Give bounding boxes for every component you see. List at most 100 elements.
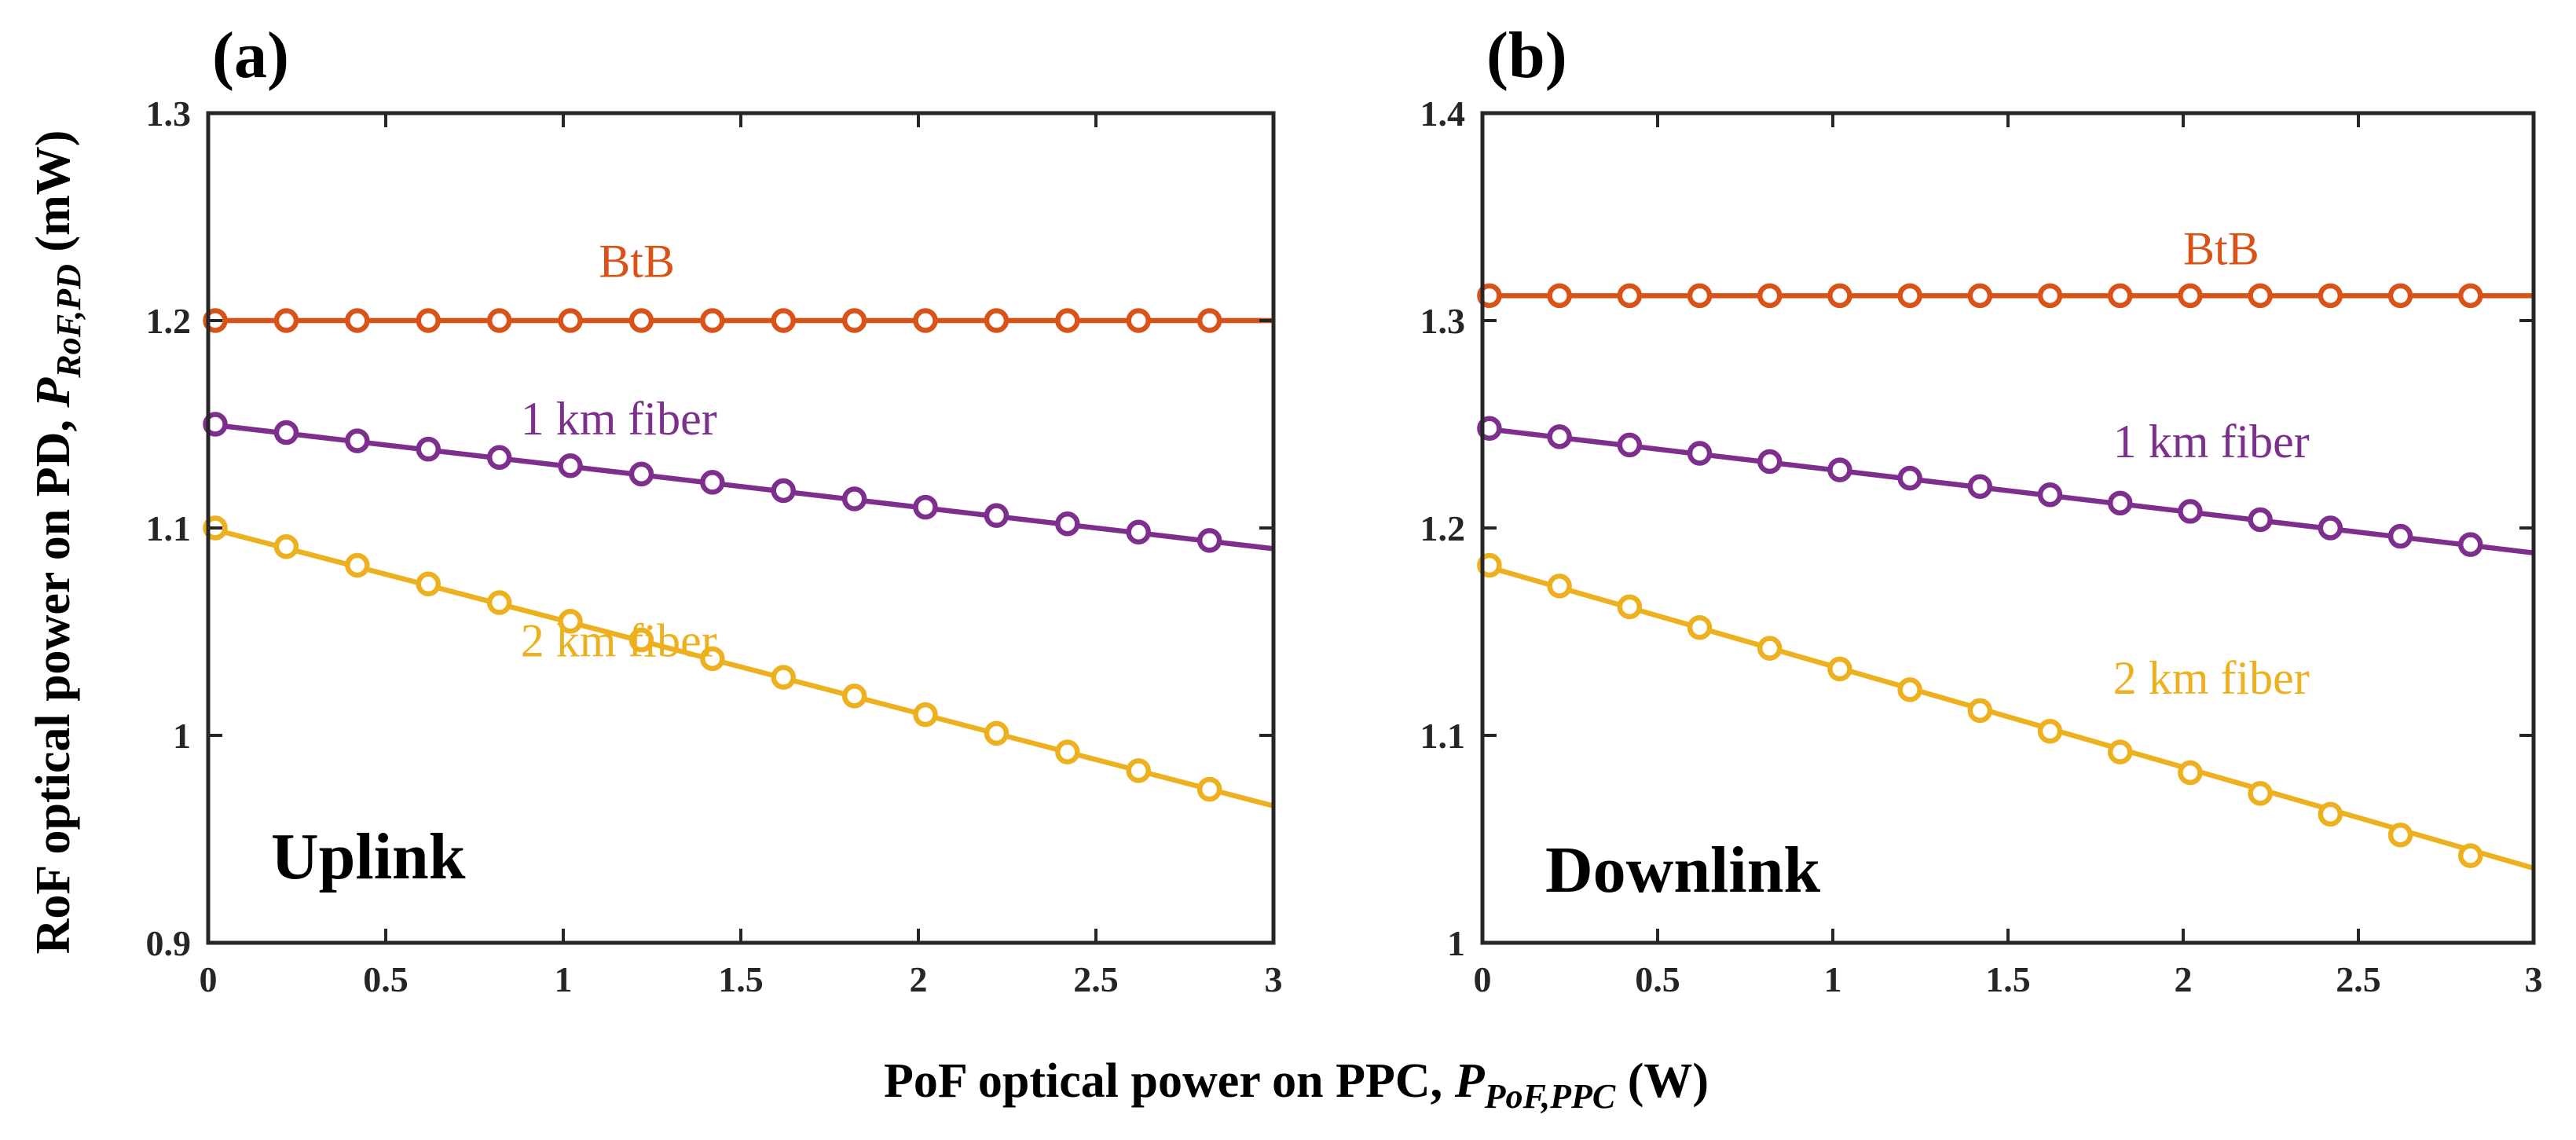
y-axis-title: RoF optical power on PD, PRoF,PD (mW): [27, 130, 88, 955]
data-point-km1: [1126, 519, 1151, 545]
y-tick-label: 1.2: [146, 301, 192, 341]
corner-label: Downlink: [1545, 834, 1820, 907]
data-point-km1: [913, 494, 938, 520]
data-point-km1: [1687, 441, 1713, 466]
data-point-km2: [2318, 801, 2343, 827]
series-label-km1: 1 km fiber: [521, 393, 717, 445]
data-point-btb: [2037, 283, 2063, 309]
data-point-km2: [984, 720, 1010, 746]
x-tick-label: 1: [1824, 959, 1842, 999]
y-axis-title-symbol: P: [27, 377, 80, 409]
data-point-btb: [273, 308, 299, 333]
data-point-btb: [1687, 283, 1713, 309]
data-point-km1: [2037, 482, 2063, 508]
data-point-km1: [2178, 499, 2203, 524]
data-point-km1: [1617, 432, 1643, 458]
data-point-km2: [2037, 718, 2063, 744]
data-point-btb: [2318, 283, 2343, 309]
data-point-km2: [345, 552, 370, 578]
corner-label: Uplink: [271, 820, 466, 893]
x-tick-label: 1.5: [1985, 959, 2031, 999]
data-point-km1: [984, 503, 1010, 528]
panel-label: (a): [212, 19, 289, 92]
data-point-km1: [1897, 465, 1922, 491]
y-tick-label: 1.3: [146, 93, 192, 134]
y-tick-label: 1.1: [146, 508, 192, 548]
data-point-btb: [1897, 283, 1922, 309]
data-point-km1: [1477, 416, 1502, 442]
y-tick-label: 1.1: [1420, 716, 1466, 756]
data-point-km2: [1757, 636, 1783, 661]
data-point-btb: [416, 308, 441, 333]
data-point-km2: [2107, 739, 2133, 764]
data-point-btb: [841, 308, 867, 333]
data-point-btb: [913, 308, 938, 333]
series-km2: 2 km fiber: [1477, 552, 2534, 871]
data-point-km1: [2107, 490, 2133, 516]
x-tick-label: 3: [2525, 959, 2543, 999]
data-point-km2: [486, 590, 512, 615]
data-point-btb: [2107, 283, 2133, 309]
series-label-btb: BtB: [599, 236, 675, 288]
series-km1: 1 km fiber: [1477, 416, 2534, 557]
series-km1: 1 km fiber: [203, 393, 1274, 553]
data-point-km1: [2457, 532, 2483, 557]
data-point-btb: [1757, 283, 1783, 309]
series-label-btb: BtB: [2183, 223, 2259, 275]
data-point-btb: [1967, 283, 1993, 309]
data-point-btb: [700, 308, 725, 333]
data-point-km1: [345, 428, 370, 453]
data-point-km2: [1617, 594, 1643, 620]
data-point-km2: [2387, 822, 2413, 848]
series-label-km1: 1 km fiber: [2113, 416, 2310, 467]
data-point-btb: [1477, 283, 1502, 309]
y-tick-label: 1: [1447, 923, 1465, 963]
series-btb: BtB: [1477, 223, 2534, 309]
data-point-km1: [771, 478, 796, 504]
panels: BtB 1 km fiber 2 km fiber 0 0.5 1 1.5 2 2.5 3 0.9 1…: [146, 19, 2543, 999]
data-point-km1: [416, 436, 441, 462]
data-point-km2: [273, 534, 299, 559]
x-axis-title-main: PoF optical power on PPC,: [884, 1054, 1455, 1108]
data-point-km1: [841, 486, 867, 511]
data-point-btb: [628, 308, 654, 333]
x-tick-label: 2: [2175, 959, 2193, 999]
y-axis-title-unit: (mW): [27, 130, 80, 264]
data-point-btb: [2457, 283, 2483, 309]
data-point-km1: [273, 420, 299, 445]
data-point-km1: [1757, 449, 1783, 475]
data-point-km2: [771, 665, 796, 690]
data-point-btb: [1827, 283, 1852, 309]
data-point-btb: [2178, 283, 2203, 309]
series-label-km2: 2 km fiber: [521, 615, 717, 667]
y-tick-label: 1.3: [1420, 301, 1466, 341]
data-point-km2: [1196, 776, 1222, 802]
data-point-btb: [2387, 283, 2413, 309]
series-km2: 2 km fiber: [203, 515, 1274, 808]
data-point-km1: [1967, 474, 1993, 499]
x-tick-label: 1: [555, 959, 573, 999]
data-point-km2: [2178, 760, 2203, 786]
data-point-km2: [628, 627, 654, 653]
data-point-km2: [1126, 758, 1151, 783]
data-point-km2: [1967, 698, 1993, 724]
data-point-km1: [628, 461, 654, 487]
x-axis-title: PoF optical power on PPC, PPoF,PPC (W): [884, 1054, 1709, 1116]
x-tick-label: 2.5: [2336, 959, 2381, 999]
panel-a: BtB 1 km fiber 2 km fiber 0 0.5 1 1.5 2 2.5 3 0.9 1…: [146, 19, 1283, 999]
data-point-km1: [486, 445, 512, 470]
data-point-btb: [345, 308, 370, 333]
data-point-btb: [1617, 283, 1643, 309]
y-axis-title-subscript: RoF,PD: [49, 264, 88, 379]
series-line-km1: [1482, 426, 2534, 555]
data-point-btb: [771, 308, 796, 333]
data-point-btb: [1055, 308, 1080, 333]
data-point-km1: [1196, 528, 1222, 553]
series-label-km2: 2 km fiber: [2113, 652, 2310, 704]
x-tick-label: 0: [1474, 959, 1492, 999]
x-axis-title-symbol: P: [1454, 1054, 1486, 1108]
series-line-km1: [207, 421, 1274, 552]
panel-b: BtB 1 km fiber 2 km fiber 0 0.5 1 1.5 2 2.5 3 1 1.1…: [1420, 19, 2543, 999]
data-point-km2: [1055, 739, 1080, 764]
